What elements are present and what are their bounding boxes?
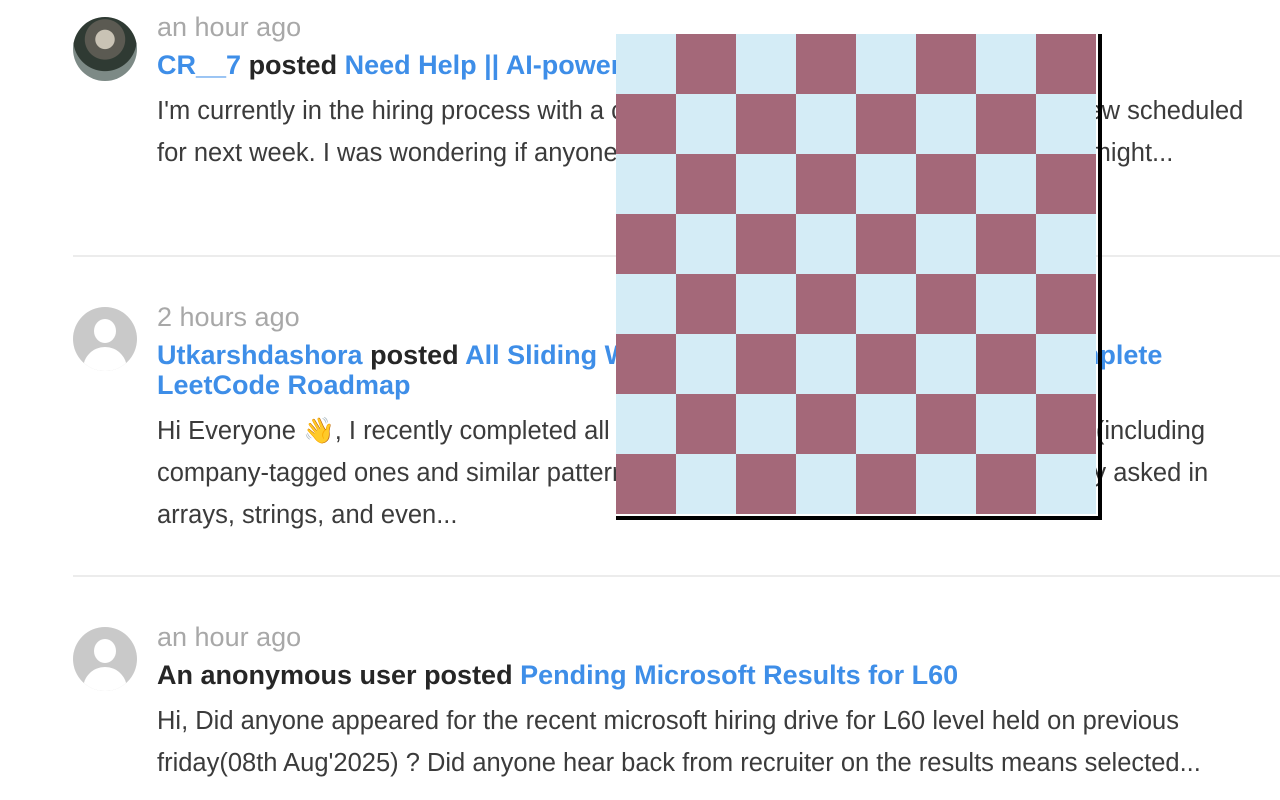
checker-cell [856,394,916,454]
checker-cell [1036,154,1096,214]
post-title-link[interactable]: Pending Microsoft Results for L60 [520,660,959,690]
checker-cell [676,154,736,214]
checker-cell [736,94,796,154]
checker-cell [976,394,1036,454]
checker-cell [1036,334,1096,394]
checker-cell [616,334,676,394]
default-avatar-icon [94,319,116,343]
checker-cell [976,214,1036,274]
checker-cell [976,454,1036,514]
checker-cell [856,274,916,334]
checker-cell [856,454,916,514]
checker-cell [676,334,736,394]
checker-cell [856,334,916,394]
checker-cell [796,274,856,334]
checker-cell [796,154,856,214]
username-link[interactable]: CR__7 [157,50,242,80]
checker-cell [1036,34,1096,94]
timestamp: an hour ago [157,12,302,42]
checker-cell [736,454,796,514]
checker-cell [1036,214,1096,274]
checker-cell [916,454,976,514]
posted-label: posted [370,340,459,370]
checker-cell [856,34,916,94]
checker-cell [976,94,1036,154]
checker-cell [796,394,856,454]
checker-cell [616,214,676,274]
checker-cell [676,214,736,274]
checker-cell [736,274,796,334]
timestamp: an hour ago [157,622,302,652]
checker-cell [616,34,676,94]
username-link[interactable]: Utkarshdashora [157,340,363,370]
checker-cell [796,454,856,514]
checker-cell [916,394,976,454]
checker-cell [976,154,1036,214]
checker-cell [616,154,676,214]
checker-cell [856,154,916,214]
avatar[interactable] [73,627,137,691]
posted-label: posted [424,660,513,690]
post-excerpt: Hi, Did anyone appeared for the recent m… [157,707,1201,777]
checker-cell [736,154,796,214]
checker-cell [916,214,976,274]
checker-cell [1036,394,1096,454]
checker-cell [676,34,736,94]
checker-cell [736,334,796,394]
checker-cell [736,214,796,274]
checker-cell [976,334,1036,394]
checker-cell [796,94,856,154]
checker-cell [916,334,976,394]
anonymous-user-label: An anonymous user [157,660,417,690]
checker-cell [616,454,676,514]
timestamp: 2 hours ago [157,302,300,332]
checker-cell [796,214,856,274]
divider [73,575,1280,577]
checker-cell [616,94,676,154]
posted-label: posted [248,50,338,80]
checker-cell [796,334,856,394]
checker-cell [736,394,796,454]
checker-cell [1036,454,1096,514]
checker-cell [916,94,976,154]
avatar[interactable] [73,307,137,371]
checker-cell [976,274,1036,334]
checker-cell [856,94,916,154]
checker-cell [676,394,736,454]
checker-cell [916,274,976,334]
checker-cell [856,214,916,274]
checker-cell [616,274,676,334]
checker-cell [676,274,736,334]
checker-cell [1036,94,1096,154]
post-headline: An anonymous user posted Pending Microso… [157,660,1280,690]
checker-cell [916,154,976,214]
checker-cell [736,34,796,94]
default-avatar-icon [94,639,116,663]
checker-cell [916,34,976,94]
checker-cell [976,34,1036,94]
checker-cell [676,454,736,514]
avatar[interactable] [73,17,137,81]
checker-cell [616,394,676,454]
checker-cell [1036,274,1096,334]
checker-cell [676,94,736,154]
checkerboard-overlay [616,34,1102,520]
checker-cell [796,34,856,94]
